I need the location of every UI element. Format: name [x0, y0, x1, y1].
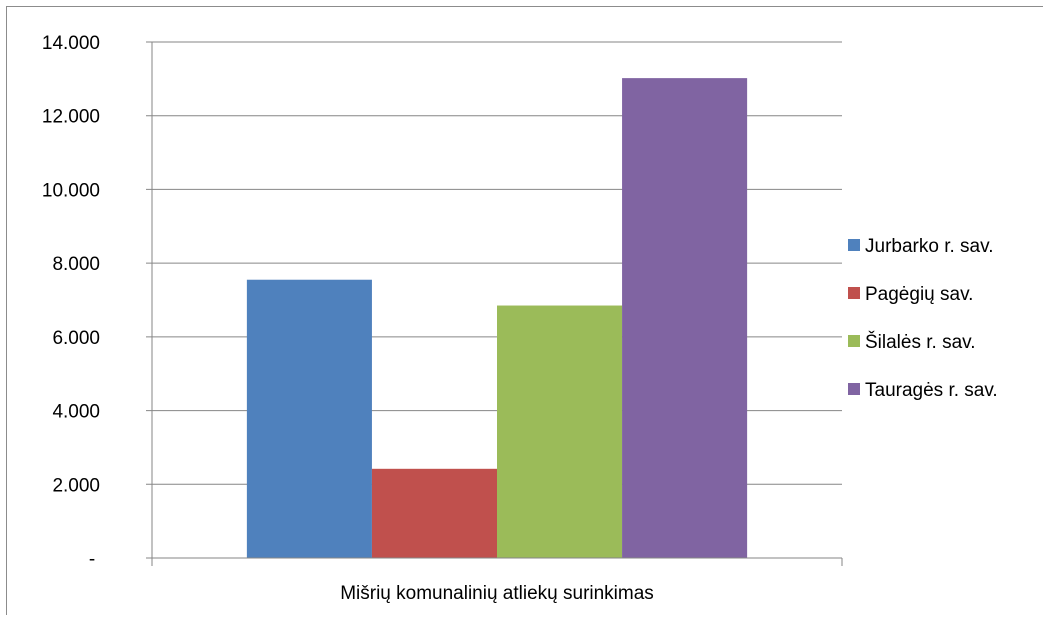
y-tick-label: 8.000: [52, 254, 100, 275]
legend-label: Pagėgių sav.: [865, 284, 973, 305]
legend-swatch: [848, 383, 860, 395]
bar-1: [371, 468, 497, 558]
legend-label: Tauragės r. sav.: [865, 380, 998, 401]
legend: Jurbarko r. sav. Pagėgių sav. Šilalės r. s…: [848, 236, 998, 401]
axes: [146, 42, 843, 566]
y-tick-label: 10.000: [42, 180, 100, 201]
y-tick-label: 2.000: [52, 475, 100, 496]
y-tick-labels: - 2.000 4.000 6.000 8.000 10.000 12.000 14.000: [42, 33, 100, 570]
legend-swatch: [848, 239, 860, 251]
y-tick-label: 6.000: [52, 328, 100, 349]
bar-3: [622, 78, 748, 559]
bar-0: [246, 279, 372, 558]
legend-label: Jurbarko r. sav.: [865, 236, 993, 257]
y-tick-label: -: [89, 549, 95, 570]
y-tick-label: 14.000: [42, 33, 100, 54]
x-category-label: Mišrių komunalinių atliekų surinkimas: [340, 583, 654, 604]
y-tick-label: 12.000: [42, 107, 100, 128]
legend-swatch: [848, 287, 860, 299]
bars: [246, 78, 748, 559]
legend-label: Šilalės r. sav.: [865, 331, 976, 353]
y-tick-label: 4.000: [52, 402, 100, 423]
bar-2: [497, 305, 623, 558]
legend-swatch: [848, 335, 860, 347]
x-category-labels: Mišrių komunalinių atliekų surinkimas: [340, 583, 654, 604]
